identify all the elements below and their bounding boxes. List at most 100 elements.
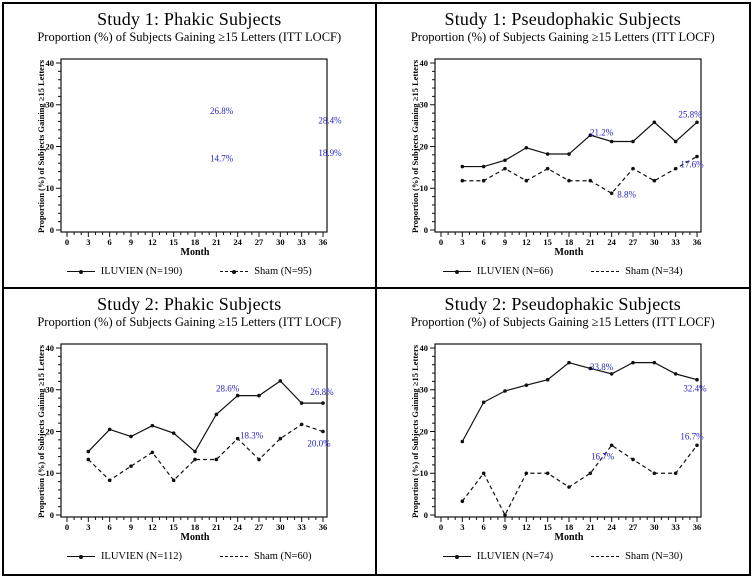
data-point-marker [460,439,464,444]
legend-label: Sham (N=34) [625,266,683,277]
chart-legend: ILUVIEN (N=190) Sham (N=95) [4,266,375,277]
legend-entry-iluvien: ILUVIEN (N=112) [66,551,182,562]
y-axis-title: Proportion (%) of Subjects Gaining ≥15 L… [410,59,420,233]
y-axis-title: Proportion (%) of Subjects Gaining ≥15 L… [36,344,46,518]
line-chart: 0 3 6 9 12 15 18 21 24 27 30 33 36010203040Proportio… [410,58,704,258]
data-point-marker [652,178,656,183]
data-label: 20.0% [308,439,332,449]
x-tick-label: 33 [671,237,680,247]
data-point-marker [502,513,507,517]
solid-line-sample-icon [66,553,95,560]
data-label: 25.8% [678,109,702,119]
x-axis-title: Month [181,532,210,543]
x-tick-label: 33 [298,237,307,247]
data-point-marker [545,166,550,171]
x-tick-label: 6 [108,522,112,532]
legend-label: ILUVIEN (N=112) [100,551,182,562]
y-tick-label: 40 [46,343,55,353]
legend-label: Sham (N=95) [254,266,312,277]
x-tick-label: 9 [129,237,133,247]
data-point-marker [300,422,304,427]
data-point-marker [502,166,507,171]
line-chart: 0 3 6 9 12 15 18 21 24 27 30 33 36010203040Proportio… [36,343,334,543]
x-tick-label: 36 [693,237,702,247]
x-tick-label: 18 [565,237,574,247]
y-tick-label: 0 [50,225,54,235]
chart-panel-study1-pseudophakic: Study 1: Pseudophakic Subjects Proportio… [376,4,749,289]
data-point-marker [214,457,219,462]
x-tick-label: 12 [522,522,531,532]
data-label: 32.4% [683,384,707,394]
x-tick-label: 24 [234,522,243,532]
y-tick-label: 0 [50,510,54,520]
chart-grid: Study 1: Phakic Subjects Proportion (%) … [4,4,749,574]
line-chart: 0 3 6 9 12 15 18 21 24 27 30 33 36010203040Proportio… [36,58,343,258]
data-label: 14.7% [210,154,234,164]
data-point-marker [129,434,134,439]
x-tick-label: 9 [503,522,507,532]
data-point-marker [694,120,699,125]
data-point-marker [257,457,262,462]
data-point-marker [278,379,283,383]
y-axis-title: Proportion (%) of Subjects Gaining ≥15 L… [36,59,46,233]
x-tick-label: 24 [234,237,243,247]
x-tick-label: 18 [191,522,200,532]
x-tick-label: 18 [191,237,200,247]
chart-title: Study 2: Phakic Subjects [97,294,282,314]
data-point-marker [694,377,699,382]
solid-line-sample-icon [442,268,471,275]
x-tick-label: 36 [319,522,328,532]
plot-frame [434,343,702,518]
legend-entry-sham: Sham (N=34) [591,266,683,277]
y-tick-label: 30 [419,100,428,110]
data-point-marker [193,457,198,462]
data-point-marker [694,154,699,159]
x-tick-label: 18 [565,522,574,532]
x-tick-label: 3 [460,237,464,247]
data-point-marker [566,485,571,489]
chart-panel-study2-phakic: Study 2: Phakic Subjects Proportion (%) … [4,289,377,574]
x-tick-label: 6 [481,237,485,247]
data-point-marker [86,457,91,462]
data-point-marker [588,178,592,183]
series-line-sham [461,444,698,517]
dashed-line-sample-icon [591,268,620,275]
chart-title: Study 1: Phakic Subjects [97,9,282,29]
data-point-marker [481,400,486,405]
y-tick-label: 40 [419,58,428,68]
data-label: 28.4% [319,115,343,125]
data-label: 26.8% [210,106,234,116]
series-line-sham [88,423,324,482]
data-point-marker [588,471,592,476]
data-point-marker [673,139,678,144]
x-tick-label: 21 [212,522,221,532]
data-point-marker [588,366,592,371]
x-tick-label: 30 [650,522,659,532]
data-point-marker [481,164,486,169]
data-point-marker [172,478,176,483]
data-point-marker [545,152,550,156]
data-point-marker [630,139,635,144]
data-point-marker [321,401,326,405]
dashed-line-sample-icon [591,553,620,560]
dashed-line-sample-icon [220,268,249,275]
legend-entry-sham: Sham (N=30) [591,551,683,562]
x-tick-label: 15 [170,522,179,532]
data-point-marker [257,393,262,398]
x-tick-label: 9 [129,522,133,532]
legend-label: Sham (N=30) [625,551,683,562]
plot-frame [60,58,328,233]
data-point-marker [630,166,635,171]
y-tick-label: 10 [419,468,428,478]
x-tick-label: 30 [276,522,285,532]
chart-title: Study 1: Pseudophakic Subjects [444,9,681,29]
data-point-marker [566,152,571,156]
data-point-marker [172,431,176,435]
data-label: 21.2% [590,127,614,137]
y-tick-label: 0 [424,510,428,520]
data-point-marker [524,471,528,476]
data-point-marker [460,499,464,504]
x-tick-label: 0 [65,237,69,247]
x-tick-label: 15 [170,237,179,247]
